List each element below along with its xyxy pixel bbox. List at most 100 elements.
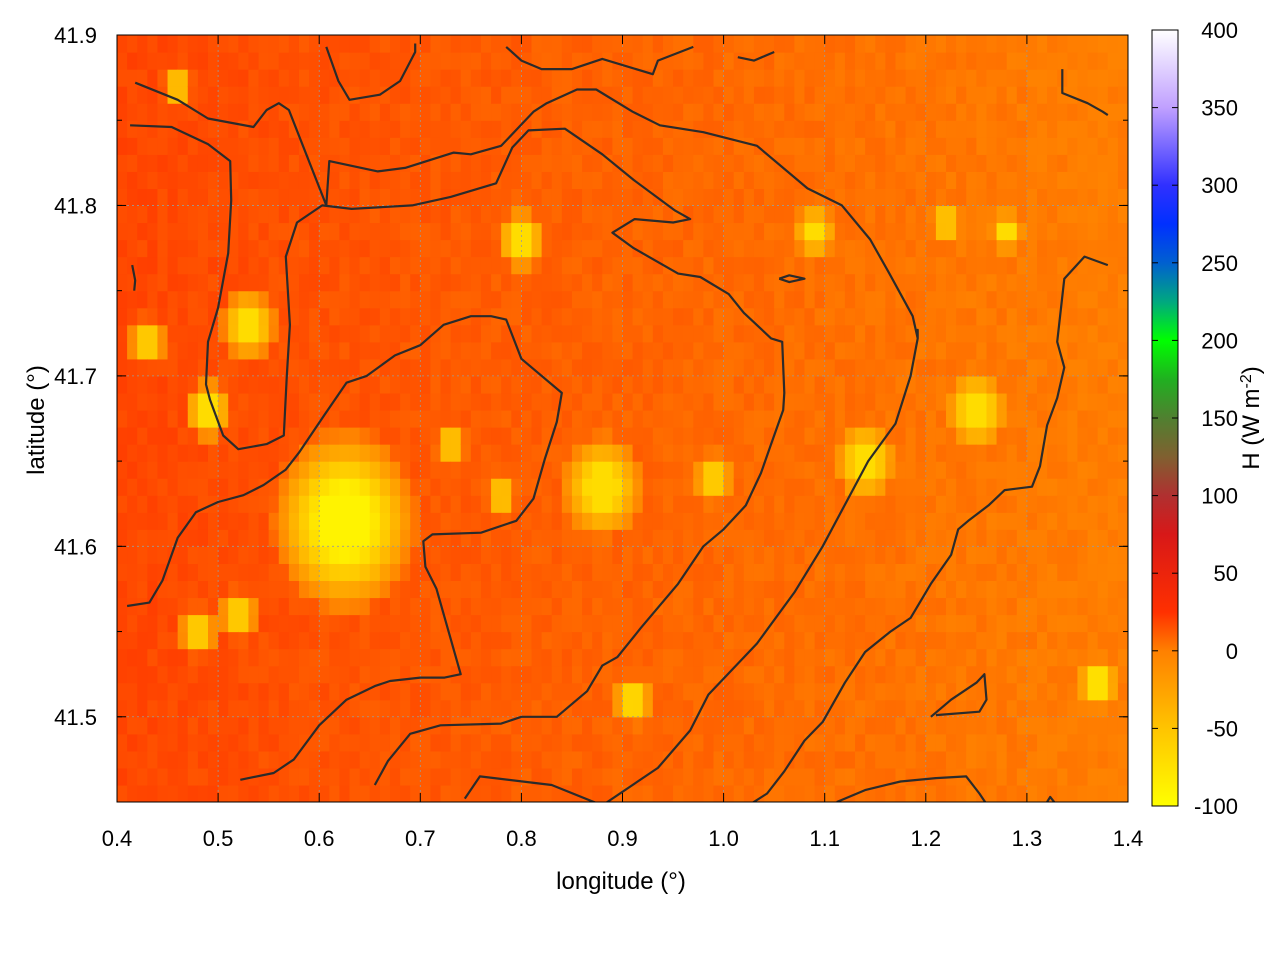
- heat-cell: [693, 784, 704, 802]
- heat-cell: [197, 563, 209, 582]
- heat-cell: [1026, 784, 1038, 802]
- heat-cell: [1117, 273, 1128, 292]
- heat-cell: [541, 375, 553, 394]
- heat-cell: [410, 546, 421, 564]
- heat-cell: [480, 784, 492, 802]
- heat-cell: [531, 733, 543, 752]
- heat-cell: [197, 188, 209, 207]
- heat-cell: [349, 546, 361, 564]
- heat-cell: [470, 461, 482, 479]
- heat-cell: [197, 784, 209, 802]
- heat-cell: [359, 563, 371, 582]
- heat-cell: [207, 239, 219, 258]
- heat-cell: [561, 171, 573, 189]
- heat-cell: [895, 767, 907, 786]
- heat-cell: [450, 512, 462, 530]
- heat-cell: [885, 597, 897, 616]
- heat-cell: [491, 35, 502, 53]
- heat-cell: [1026, 52, 1038, 70]
- heat-cell: [642, 256, 654, 275]
- heat-cell: [855, 512, 866, 530]
- heat-cell: [764, 529, 775, 547]
- heat-cell: [339, 188, 351, 207]
- heat-cell: [804, 682, 816, 701]
- heat-cell: [814, 733, 826, 752]
- heat-cell: [612, 222, 624, 241]
- heat-cell: [521, 239, 533, 258]
- heat-cell: [298, 307, 310, 326]
- heat-cell: [794, 290, 806, 309]
- heat-cell: [187, 597, 199, 616]
- heat-cell: [450, 444, 462, 462]
- heat-cell: [1117, 69, 1128, 87]
- heat-cell: [1067, 716, 1079, 735]
- heat-cell: [167, 597, 179, 616]
- heat-cell: [561, 307, 573, 326]
- heat-cell: [683, 784, 694, 802]
- heat-cell: [996, 478, 1008, 496]
- heat-cell: [703, 614, 715, 633]
- heat-cell: [319, 597, 330, 616]
- heat-cell: [541, 767, 553, 786]
- heat-cell: [1006, 597, 1018, 616]
- heat-cell: [764, 665, 775, 684]
- heat-cell: [1087, 324, 1099, 343]
- heat-cell: [400, 307, 411, 326]
- heat-cell: [693, 409, 704, 428]
- heat-cell: [319, 665, 330, 684]
- heat-cell: [207, 563, 219, 582]
- heat-cell: [1016, 614, 1028, 633]
- heat-cell: [1067, 205, 1079, 224]
- heat-cell: [844, 171, 856, 189]
- heat-cell: [693, 171, 704, 189]
- heat-cell: [460, 103, 472, 121]
- heat-cell: [258, 256, 270, 275]
- heat-cell: [774, 69, 785, 87]
- heat-cell: [228, 256, 239, 275]
- heat-cell: [1077, 767, 1089, 786]
- heat-cell: [258, 529, 270, 547]
- heat-cell: [349, 324, 361, 343]
- heat-cell: [197, 307, 209, 326]
- heat-cell: [511, 205, 522, 224]
- heat-cell: [1107, 69, 1119, 87]
- heat-cell: [278, 699, 290, 718]
- heat-cell: [329, 239, 341, 258]
- heat-cell: [470, 273, 482, 292]
- heat-cell: [966, 307, 977, 326]
- heat-cell: [379, 665, 391, 684]
- heat-cell: [167, 188, 179, 207]
- heat-cell: [976, 392, 988, 411]
- heat-cell: [804, 409, 816, 428]
- heat-cell: [127, 307, 138, 326]
- heat-cell: [592, 222, 603, 241]
- heat-cell: [137, 154, 148, 172]
- heat-cell: [349, 444, 361, 462]
- heat-cell: [1067, 733, 1079, 752]
- heat-cell: [511, 290, 522, 309]
- heat-cell: [228, 171, 239, 189]
- heat-cell: [197, 597, 209, 616]
- heat-cell: [1067, 529, 1079, 547]
- heat-cell: [127, 529, 138, 547]
- heat-cell: [1047, 478, 1058, 496]
- heat-cell: [703, 631, 715, 650]
- heat-cell: [996, 137, 1008, 155]
- heat-cell: [1077, 682, 1089, 701]
- heat-cell: [491, 154, 502, 172]
- heat-cell: [784, 409, 795, 428]
- heat-cell: [622, 341, 634, 360]
- heat-cell: [1117, 86, 1128, 104]
- heat-cell: [389, 171, 401, 189]
- heat-cell: [693, 495, 704, 513]
- heat-cell: [430, 767, 442, 786]
- heat-cell: [470, 648, 482, 667]
- heat-cell: [147, 137, 159, 155]
- heat-cell: [976, 69, 988, 87]
- heat-cell: [1006, 529, 1018, 547]
- heat-cell: [733, 614, 745, 633]
- heat-cell: [258, 580, 270, 599]
- heat-cell: [713, 205, 725, 224]
- heat-cell: [410, 682, 421, 701]
- heat-cell: [925, 188, 937, 207]
